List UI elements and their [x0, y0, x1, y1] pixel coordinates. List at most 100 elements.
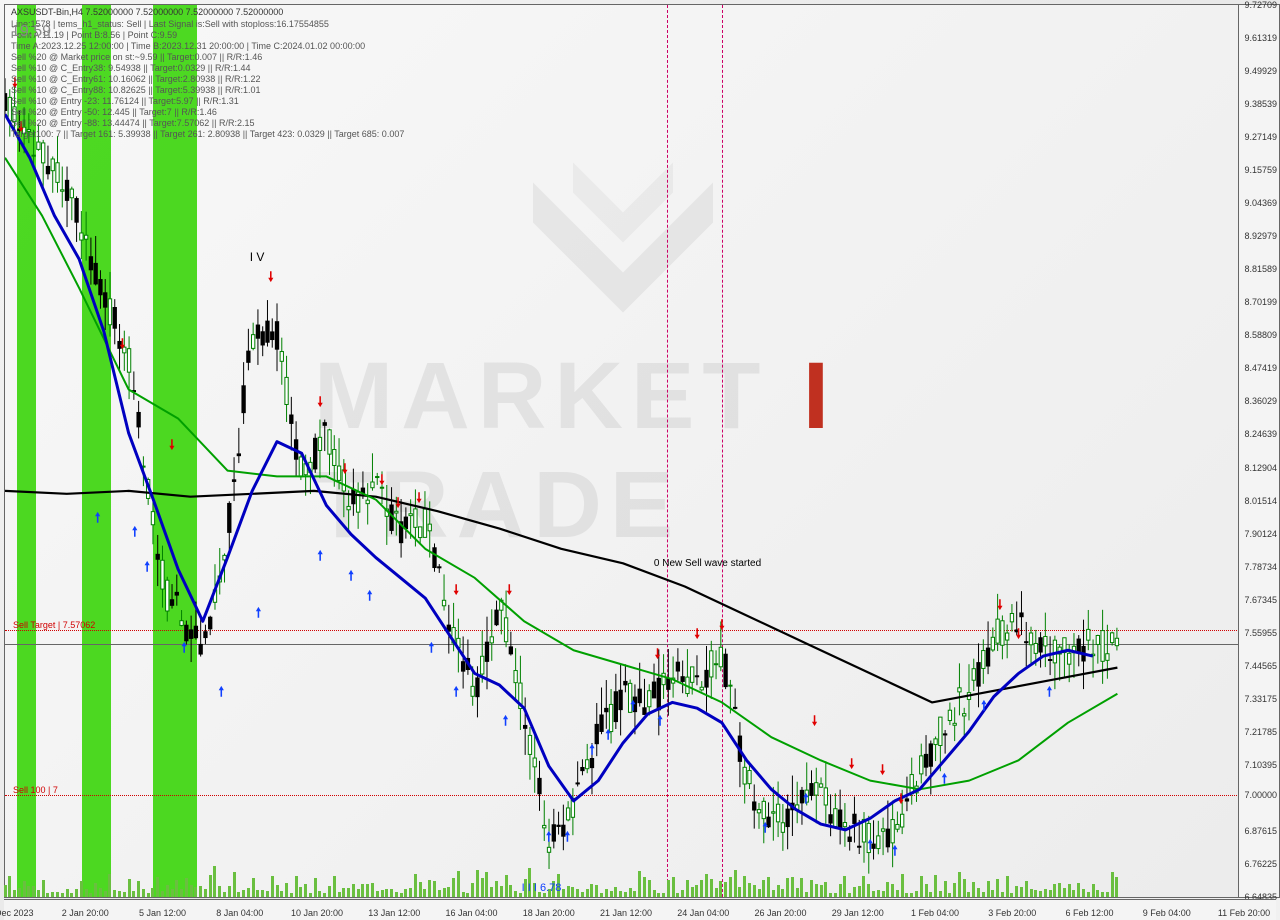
volume-bar [171, 889, 174, 897]
volume-bar [925, 884, 928, 897]
buy-arrow-icon: 🠕 [657, 712, 663, 734]
volume-bar [800, 878, 803, 897]
volume-bar [323, 893, 326, 897]
volume-bar [796, 888, 799, 897]
volume-bar [8, 876, 11, 897]
volume-bar [719, 881, 722, 897]
volume-bar [862, 876, 865, 897]
volume-bar [509, 885, 512, 897]
volume-bar [404, 889, 407, 897]
volume-bar [848, 893, 851, 897]
x-tick: 24 Jan 04:00 [677, 908, 729, 918]
y-tick: 8.47419 [1244, 363, 1277, 373]
volume-bar [481, 878, 484, 897]
volume-bar [42, 880, 45, 897]
time-marker-line [667, 5, 668, 897]
volume-bar [996, 879, 999, 897]
volume-bar [256, 890, 259, 897]
volume-bar [1001, 892, 1004, 897]
info-line: Sell %20 @ Entry -50: 12.445 || Target:7… [11, 107, 217, 117]
x-tick: 9 Feb 04:00 [1143, 908, 1191, 918]
volume-bar [834, 893, 837, 897]
volume-bar [185, 878, 188, 897]
big-overlay-text: 19.59 [11, 23, 51, 41]
volume-bar [891, 884, 894, 897]
time-marker-line [722, 5, 723, 897]
volume-bar [466, 893, 469, 897]
volume-bar [476, 870, 479, 897]
volume-bar [786, 878, 789, 897]
volume-bar [958, 872, 961, 897]
chart-plot-area[interactable]: MARKET I TRADE Sell Target | 7.57062Sell… [4, 4, 1242, 898]
volume-bar [142, 889, 145, 897]
volume-bar [423, 889, 426, 897]
volume-bar [1106, 892, 1109, 897]
volume-bar [99, 888, 102, 897]
volume-bar [242, 890, 245, 897]
volume-bar [128, 879, 131, 897]
volume-bar [843, 876, 846, 897]
volume-bar [381, 890, 384, 897]
x-tick: 21 Jan 12:00 [600, 908, 652, 918]
volume-bar [290, 893, 293, 897]
volume-bar [590, 884, 593, 897]
y-tick: 7.33175 [1244, 694, 1277, 704]
buy-arrow-icon: 🠕 [317, 547, 323, 569]
volume-bar [514, 891, 517, 897]
volume-bar [1072, 890, 1075, 897]
volume-bar [653, 890, 656, 897]
volume-bar [657, 893, 660, 897]
volume-bar [762, 880, 765, 897]
volume-bar [223, 892, 226, 897]
watermark-text: MARKET I TRADE [314, 342, 932, 560]
volume-bar [137, 881, 140, 897]
volume-bar [462, 892, 465, 897]
sell-arrow-icon: 🠗 [416, 489, 422, 511]
x-tick: 2 Jan 20:00 [62, 908, 109, 918]
buy-arrow-icon: 🠕 [803, 790, 809, 812]
volume-bar [820, 885, 823, 897]
volume-bar [839, 884, 842, 897]
volume-bar [151, 888, 154, 897]
chart-annotation: I V [250, 250, 265, 264]
volume-bar [409, 888, 412, 897]
volume-bar [27, 886, 30, 897]
sell-arrow-icon: 🠗 [268, 268, 274, 290]
volume-bar [734, 870, 737, 897]
volume-bar [753, 885, 756, 897]
volume-bar [61, 893, 64, 897]
volume-bar [681, 890, 684, 897]
volume-bar [781, 889, 784, 897]
volume-bar [1049, 890, 1052, 897]
volume-bar [108, 874, 111, 897]
volume-bar [233, 872, 236, 897]
volume-bar [390, 889, 393, 897]
volume-bar [104, 891, 107, 897]
volume-bar [772, 890, 775, 897]
volume-bar [901, 874, 904, 897]
buy-arrow-icon: 🠕 [181, 639, 187, 661]
buy-arrow-icon: 🠕 [144, 558, 150, 580]
volume-bar [729, 877, 732, 897]
sell-arrow-icon: 🠗 [379, 471, 385, 493]
y-tick: 9.04369 [1244, 198, 1277, 208]
volume-bar [1115, 877, 1118, 897]
volume-bar [309, 893, 312, 897]
info-line: Time A:2023.12.25 12:00:00 | Time B:2023… [11, 41, 365, 51]
volume-bar [905, 893, 908, 897]
volume-bar [32, 886, 35, 897]
volume-bar [1053, 884, 1056, 897]
buy-arrow-icon: 🠕 [630, 697, 636, 719]
y-tick: 8.70199 [1244, 297, 1277, 307]
volume-bar [710, 879, 713, 897]
sell-arrow-icon: 🠗 [1016, 625, 1022, 647]
volume-bar [1111, 872, 1114, 897]
volume-bar [915, 891, 918, 897]
buy-arrow-icon: 🠕 [453, 683, 459, 705]
volume-bar [1044, 889, 1047, 897]
volume-bar [471, 883, 474, 897]
x-tick: 5 Jan 12:00 [139, 908, 186, 918]
x-tick: 11 Feb 20:00 [1218, 908, 1270, 918]
sell-arrow-icon: 🠗 [880, 761, 886, 783]
sell-arrow-icon: 🠗 [506, 581, 512, 603]
